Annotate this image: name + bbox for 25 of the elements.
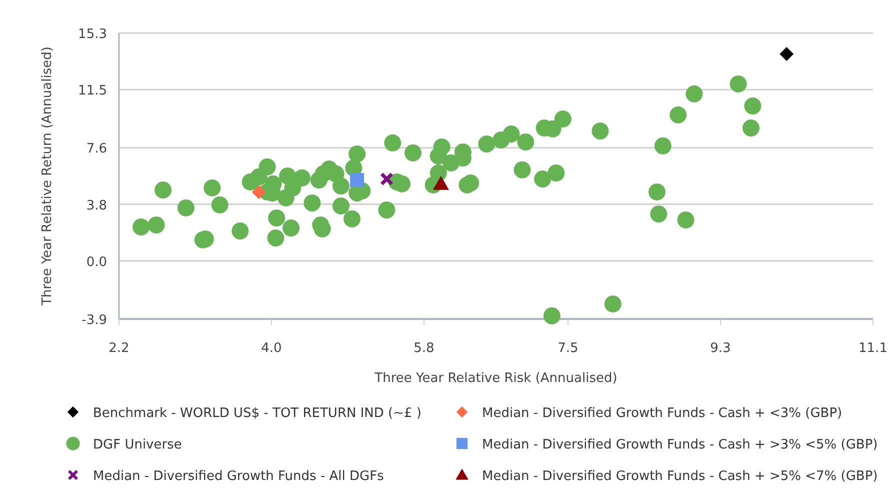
x-tick-label: 9.3: [710, 341, 731, 356]
y-tick-label: 3.8: [86, 198, 107, 214]
point: [432, 176, 449, 190]
legend-label: Benchmark - WORLD US$ - TOT RETURN IND (~£ ): [93, 406, 422, 421]
y-tick-label: 0.0: [86, 254, 107, 270]
legend-label: DGF Universe: [93, 438, 182, 452]
y-tick-label: 15.3: [78, 27, 107, 42]
x-tick-label: 2.2: [108, 341, 130, 356]
x-tick-label: 5.8: [414, 341, 434, 356]
y-tick-label: -3.9: [82, 313, 107, 328]
x-axis-title: Three Year Relative Risk (Annualised): [374, 371, 618, 386]
legend-label: Median - Diversified Growth Funds - All DGFs: [93, 469, 384, 484]
x-tick-label: 4.0: [261, 341, 282, 356]
point: [252, 184, 266, 199]
legend-label: Median - Diversified Growth Funds - Cash + >3% <5% (GBP): [482, 438, 878, 452]
y-tick-label: 7.6: [86, 142, 107, 157]
legend-label: Median - Diversified Growth Funds - Cash + >5% <7% (GBP): [482, 469, 878, 484]
y-tick-label: 11.5: [78, 84, 107, 99]
point: [780, 47, 794, 62]
point: [350, 173, 364, 188]
point: [380, 172, 394, 186]
x-tick-label: 7.5: [558, 341, 578, 356]
legend-label: Median - Diversified Growth Funds - Cash + <3% (GBP): [482, 406, 842, 421]
x-tick-label: 11.1: [858, 341, 888, 356]
y-axis-title: Three Year Relative Return (Annualised): [40, 46, 55, 306]
